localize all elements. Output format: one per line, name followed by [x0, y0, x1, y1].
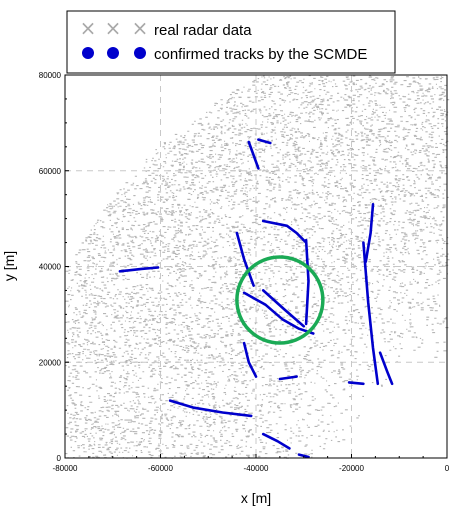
track-10 — [168, 399, 253, 418]
track-13 — [362, 241, 380, 386]
legend-marker-radar: × — [80, 16, 97, 40]
grid — [65, 75, 447, 458]
track-8 — [242, 341, 258, 378]
x-tick-label: -80000 — [53, 464, 78, 473]
x-tick-label: -20000 — [339, 464, 364, 473]
track-2 — [261, 219, 308, 244]
y-tick-label: 40000 — [39, 263, 62, 272]
legend-marker-radar: × — [105, 16, 122, 40]
x-axis-label: x [m] — [241, 490, 271, 506]
y-tick-label: 20000 — [39, 358, 62, 367]
x-tick-label: -60000 — [148, 464, 173, 473]
legend-marker-tracks — [107, 47, 119, 59]
legend-marker-tracks — [82, 47, 94, 59]
y-tick-label: 80000 — [39, 71, 62, 80]
track-5 — [304, 238, 310, 326]
track-16 — [347, 381, 365, 386]
legend-marker-radar: × — [132, 16, 149, 40]
axes: -80000 -60000 -40000 -20000 0 0 20000 40000 6000… — [39, 71, 450, 473]
annotations — [235, 255, 325, 345]
confirmed-tracks — [118, 138, 394, 459]
legend-marker-tracks — [134, 47, 146, 59]
y-tick-label: 0 — [57, 454, 62, 463]
y-tick-label: 60000 — [39, 167, 62, 176]
track-4 — [242, 291, 315, 335]
track-14 — [364, 203, 375, 264]
legend-label-tracks: confirmed tracks by the SCMDE — [154, 46, 367, 63]
legend-markers: × × × — [80, 16, 149, 59]
highlight-circle — [235, 255, 325, 345]
track-0 — [247, 140, 260, 170]
legend-box — [66, 10, 396, 74]
legend: × × × real radar data confirmed tracks by … — [66, 10, 396, 74]
x-tick-label: -40000 — [244, 464, 269, 473]
track-3 — [235, 231, 255, 287]
legend-label-radar: real radar data — [154, 22, 252, 39]
x-tick-label: 0 — [445, 464, 450, 473]
track-11 — [261, 432, 291, 450]
y-axis-label: y [m] — [1, 251, 17, 281]
track-1 — [257, 138, 272, 145]
track-7 — [118, 266, 160, 273]
track-15 — [378, 351, 394, 386]
track-9 — [278, 375, 298, 381]
track-12 — [297, 453, 310, 459]
track-6 — [261, 289, 306, 328]
